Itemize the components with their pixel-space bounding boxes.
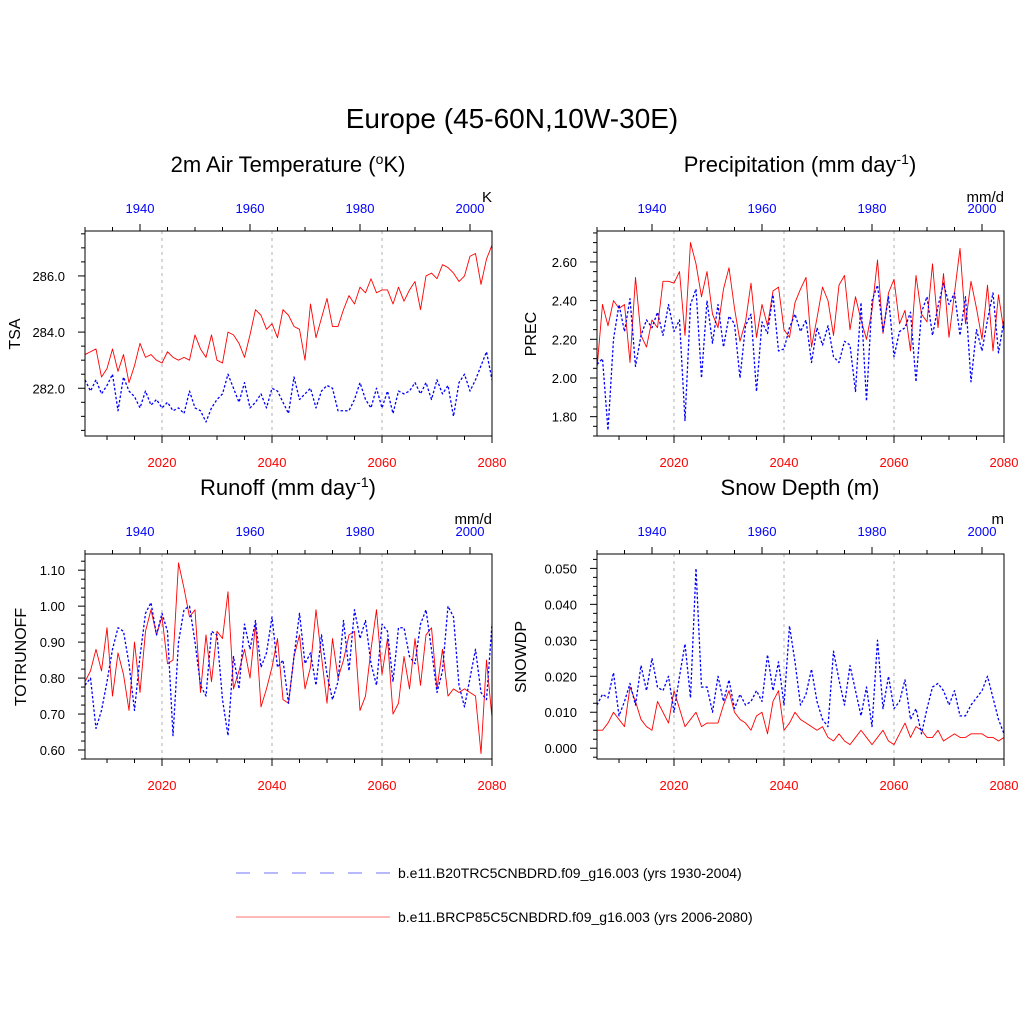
panel-title-text: Snow Depth (m) — [721, 475, 880, 500]
plot-frame — [84, 230, 493, 437]
series-future-line — [597, 242, 1004, 369]
y-tick-label: 0.80 — [40, 671, 65, 686]
top-tick-label: 1940 — [126, 524, 155, 539]
units-label: mm/d — [967, 189, 1005, 206]
panel-runoff: Runoff (mm day-1) mm/d TOTRUNOFF 2020 204… — [13, 474, 507, 793]
y-tick-label: 0.020 — [544, 669, 577, 684]
x-tick-label: 2040 — [770, 778, 799, 793]
legend-historical-label: b.e11.B20TRC5CNBDRD.f09_g16.003 (yrs 193… — [398, 865, 742, 881]
plot-frame — [596, 230, 1005, 437]
panel-title: 2m Air Temperature (oK) — [171, 151, 406, 177]
panel-title-text: Runoff (mm day — [200, 475, 356, 500]
y-axis-label: TOTRUNOFF — [13, 608, 30, 707]
series-future-line — [597, 686, 1004, 746]
panel-tsa: 2m Air Temperature (oK) K TSA 2020 2040 20… — [7, 151, 507, 470]
y-tick-label: 0.90 — [40, 635, 65, 650]
y-tick-label: 2.40 — [552, 294, 577, 309]
top-tick-label: 2000 — [968, 201, 997, 216]
series-historical-line — [85, 351, 492, 423]
top-tick-label: 1960 — [236, 201, 265, 216]
y-axis-label: SNOWDP — [513, 621, 530, 693]
y-tick-label: 2.60 — [552, 255, 577, 270]
series-historical-line — [85, 601, 492, 737]
top-tick-label: 1940 — [638, 524, 667, 539]
panel-title-sup: -1 — [356, 474, 369, 490]
panel-title: Precipitation (mm day-1) — [684, 151, 917, 177]
top-tick-label: 1940 — [638, 201, 667, 216]
y-tick-label: 0.60 — [40, 743, 65, 758]
x-tick-label: 2040 — [770, 455, 799, 470]
top-tick-label: 1980 — [346, 201, 375, 216]
top-tick-label: 2000 — [456, 524, 485, 539]
x-tick-label: 2020 — [660, 455, 689, 470]
top-tick-label: 1980 — [858, 524, 887, 539]
units-label: m — [992, 511, 1005, 528]
y-tick-label: 0.70 — [40, 707, 65, 722]
y-tick-label: 0.010 — [544, 705, 577, 720]
panel-title-end: ) — [909, 152, 916, 177]
x-tick-label: 2080 — [990, 778, 1019, 793]
y-tick-label: 2.00 — [552, 371, 577, 386]
y-tick-label: 1.00 — [40, 599, 65, 614]
panel-title-sup: o — [376, 151, 384, 167]
x-tick-label: 2060 — [880, 778, 909, 793]
panel-prec: Precipitation (mm day-1) mm/d PREC 2020 2… — [523, 151, 1019, 470]
panel-title: Runoff (mm day-1) — [200, 474, 376, 500]
units-label: mm/d — [455, 511, 493, 528]
series-historical-line — [597, 282, 1004, 431]
legend-future-label: b.e11.BRCP85C5CNBDRD.f09_g16.003 (yrs 20… — [398, 909, 753, 925]
page-title: Europe (45-60N,10W-30E) — [346, 103, 679, 134]
x-tick-label: 2040 — [258, 778, 287, 793]
y-tick-label: 0.030 — [544, 633, 577, 648]
y-tick-label: 284.0 — [32, 325, 65, 340]
x-tick-label: 2080 — [478, 778, 507, 793]
panel-title-text: 2m Air Temperature ( — [171, 152, 377, 177]
top-tick-label: 2000 — [968, 524, 997, 539]
legend: b.e11.B20TRC5CNBDRD.f09_g16.003 (yrs 193… — [236, 865, 753, 925]
x-tick-label: 2040 — [258, 455, 287, 470]
panel-title-sup: -1 — [896, 151, 909, 167]
x-tick-label: 2060 — [368, 455, 397, 470]
top-tick-label: 1960 — [748, 524, 777, 539]
top-tick-label: 1960 — [748, 201, 777, 216]
x-tick-label: 2020 — [148, 455, 177, 470]
x-tick-label: 2060 — [368, 778, 397, 793]
y-tick-label: 0.050 — [544, 561, 577, 576]
plot-frame — [596, 553, 1005, 760]
panel-title-end: K) — [383, 152, 405, 177]
y-tick-label: 0.000 — [544, 741, 577, 756]
panel-snowdp: Snow Depth (m) m SNOWDP 2020 2040 2060 2080… — [513, 475, 1019, 793]
plot-frame — [84, 553, 493, 760]
x-tick-label: 2020 — [148, 778, 177, 793]
y-tick-label: 0.040 — [544, 597, 577, 612]
x-tick-label: 2060 — [880, 455, 909, 470]
top-tick-label: 2000 — [456, 201, 485, 216]
panel-title-text: Precipitation (mm day — [684, 152, 897, 177]
y-tick-label: 286.0 — [32, 269, 65, 284]
series-future-line — [85, 562, 492, 755]
panel-title-end: ) — [369, 475, 376, 500]
y-tick-label: 1.10 — [40, 563, 65, 578]
y-tick-label: 282.0 — [32, 381, 65, 396]
y-tick-label: 1.80 — [552, 410, 577, 425]
x-tick-label: 2020 — [660, 778, 689, 793]
panel-title: Snow Depth (m) — [721, 475, 880, 500]
x-tick-label: 2080 — [478, 455, 507, 470]
y-tick-label: 2.20 — [552, 332, 577, 347]
top-tick-label: 1940 — [126, 201, 155, 216]
y-axis-label: TSA — [7, 318, 24, 349]
top-tick-label: 1980 — [858, 201, 887, 216]
units-label: K — [482, 189, 492, 206]
top-tick-label: 1980 — [346, 524, 375, 539]
y-axis-label: PREC — [523, 312, 540, 356]
series-historical-line — [597, 567, 1004, 735]
x-tick-label: 2080 — [990, 455, 1019, 470]
top-tick-label: 1960 — [236, 524, 265, 539]
series-future-line — [85, 244, 492, 384]
